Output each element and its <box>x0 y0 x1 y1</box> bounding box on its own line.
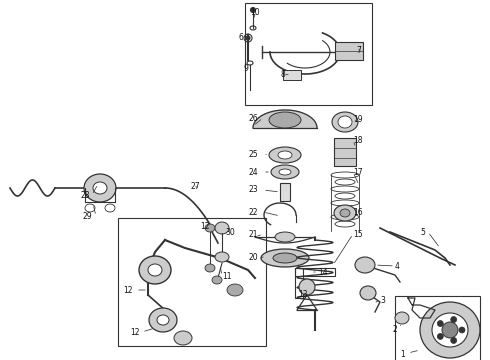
Text: 23: 23 <box>248 185 258 194</box>
Ellipse shape <box>437 320 443 327</box>
Text: 6: 6 <box>238 33 243 42</box>
Text: 18: 18 <box>353 136 363 145</box>
Ellipse shape <box>442 322 458 338</box>
Ellipse shape <box>149 308 177 332</box>
Bar <box>280 183 290 201</box>
Ellipse shape <box>451 337 457 343</box>
Ellipse shape <box>212 276 222 284</box>
Ellipse shape <box>84 174 116 202</box>
Text: 26: 26 <box>248 114 258 123</box>
Ellipse shape <box>157 315 169 325</box>
Text: 14: 14 <box>318 268 328 277</box>
Bar <box>245 3 372 105</box>
Text: 2: 2 <box>392 325 397 334</box>
Bar <box>283 70 301 80</box>
Text: 12: 12 <box>130 328 140 337</box>
Text: 12: 12 <box>200 222 210 231</box>
Bar <box>335 42 363 60</box>
Text: 17: 17 <box>353 168 363 177</box>
Polygon shape <box>253 110 317 128</box>
Text: 9: 9 <box>243 64 248 73</box>
Ellipse shape <box>451 316 457 323</box>
Ellipse shape <box>420 302 480 358</box>
Text: 13: 13 <box>298 290 308 299</box>
Ellipse shape <box>250 8 255 13</box>
Text: 7: 7 <box>356 46 361 55</box>
Text: 29: 29 <box>82 212 92 221</box>
Ellipse shape <box>299 279 315 295</box>
Text: 3: 3 <box>380 296 385 305</box>
Ellipse shape <box>355 257 375 273</box>
Text: 24: 24 <box>248 168 258 177</box>
Ellipse shape <box>93 182 107 194</box>
Ellipse shape <box>205 264 215 272</box>
Text: 30: 30 <box>225 228 235 237</box>
Text: 8: 8 <box>280 70 285 79</box>
Text: 20: 20 <box>248 253 258 262</box>
Ellipse shape <box>279 169 291 175</box>
Bar <box>334 138 356 166</box>
Ellipse shape <box>271 165 299 179</box>
Ellipse shape <box>459 327 465 333</box>
Ellipse shape <box>215 252 229 262</box>
Ellipse shape <box>269 112 301 128</box>
Ellipse shape <box>139 256 171 284</box>
Bar <box>395 296 480 360</box>
Ellipse shape <box>261 249 309 267</box>
Text: 15: 15 <box>353 230 363 239</box>
Ellipse shape <box>360 286 376 300</box>
Ellipse shape <box>205 224 215 232</box>
Text: 21: 21 <box>248 230 258 239</box>
Ellipse shape <box>275 232 295 242</box>
Ellipse shape <box>340 209 350 217</box>
Text: 11: 11 <box>222 272 231 281</box>
Text: 25: 25 <box>248 150 258 159</box>
Ellipse shape <box>334 205 356 221</box>
Ellipse shape <box>395 312 409 324</box>
Text: 12: 12 <box>123 286 132 295</box>
Ellipse shape <box>227 284 243 296</box>
Ellipse shape <box>278 151 292 159</box>
Bar <box>295 268 303 298</box>
Text: 16: 16 <box>353 208 363 217</box>
Text: 10: 10 <box>250 8 260 17</box>
Ellipse shape <box>273 253 297 263</box>
Text: 19: 19 <box>353 115 363 124</box>
Text: 22: 22 <box>248 208 258 217</box>
Bar <box>118 218 266 346</box>
Text: 27: 27 <box>190 182 199 191</box>
Ellipse shape <box>246 36 250 40</box>
Ellipse shape <box>174 331 192 345</box>
Ellipse shape <box>215 222 229 234</box>
Text: 1: 1 <box>400 350 405 359</box>
Bar <box>295 268 335 276</box>
Text: 28: 28 <box>80 191 90 200</box>
Ellipse shape <box>338 116 352 128</box>
Ellipse shape <box>148 264 162 276</box>
Ellipse shape <box>332 112 358 132</box>
Ellipse shape <box>432 313 468 347</box>
Text: 5: 5 <box>420 228 425 237</box>
Ellipse shape <box>269 147 301 163</box>
Ellipse shape <box>437 333 443 339</box>
Text: 4: 4 <box>395 262 400 271</box>
